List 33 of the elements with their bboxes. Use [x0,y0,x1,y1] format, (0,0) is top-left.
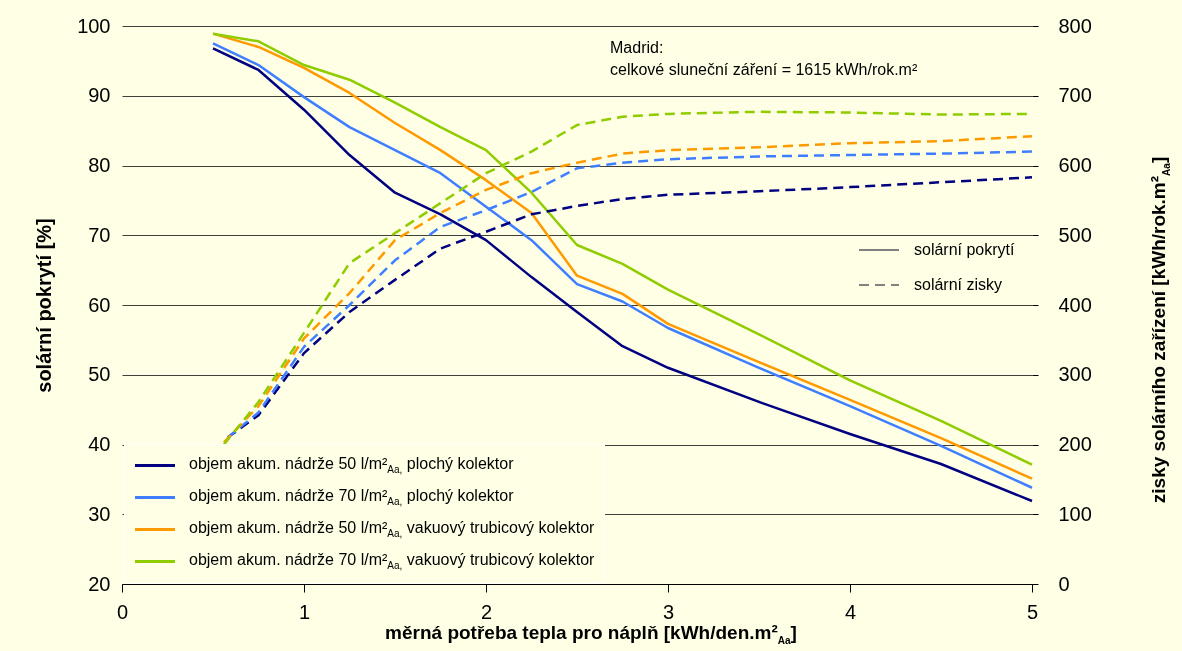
y2-tick-label: 600 [1058,154,1092,176]
y-tick-label: 20 [88,572,111,595]
y-tick-label: 80 [88,154,111,176]
y2-tick-label: 100 [1058,502,1092,525]
y-tick-label: 30 [88,502,111,525]
x-tick-label: 2 [480,600,493,623]
annotation: solární zisky [914,276,1003,293]
legend-label: objem akum. nádrže 50 l/m²$_{Aa,}$ vakuový trubicový kolektor [189,518,595,540]
y2-tick-label: 700 [1058,84,1092,107]
y-tick-label: 70 [88,223,111,246]
y2-tick-label: 0 [1058,572,1070,595]
y2-tick-label: 400 [1058,293,1092,316]
x-tick-label: 3 [662,600,675,623]
annotation: Madrid: celkové sluneční záření = 1615 kWh/rok.m² [610,39,918,78]
y2-tick-label: 300 [1058,363,1092,386]
y-axis-title: solární pokrytí [%] [33,218,56,393]
y2-tick-label: 500 [1058,223,1092,246]
y-tick-label: 50 [88,363,111,386]
y2-tick-label: 800 [1058,14,1092,37]
y-tick-label: 60 [88,293,111,316]
legend-label: objem akum. nádrže 70 l/m²$_{Aa,}$ vakuový trubicový kolektor [189,550,595,572]
x-tick-label: 4 [844,600,857,623]
legend-label: objem akum. nádrže 70 l/m²$_{Aa,}$ plochý kolektor [189,486,514,508]
annotation: solární pokrytí [914,241,1016,258]
y-tick-label: 40 [88,433,111,455]
y-tick-label: 100 [77,14,111,37]
legend-label: objem akum. nádrže 50 l/m²$_{Aa,}$ plochý kolektor [189,454,514,476]
y-tick-label: 90 [88,84,111,107]
y2-tick-label: 200 [1058,433,1092,455]
x-axis-title: měrná potřeba tepla pro náplň [kWh/den.m²$_{Aa}$] [384,622,798,646]
x-tick-label: 5 [1026,600,1039,623]
x-tick-label: 1 [298,600,311,623]
x-tick-label: 0 [116,600,129,623]
